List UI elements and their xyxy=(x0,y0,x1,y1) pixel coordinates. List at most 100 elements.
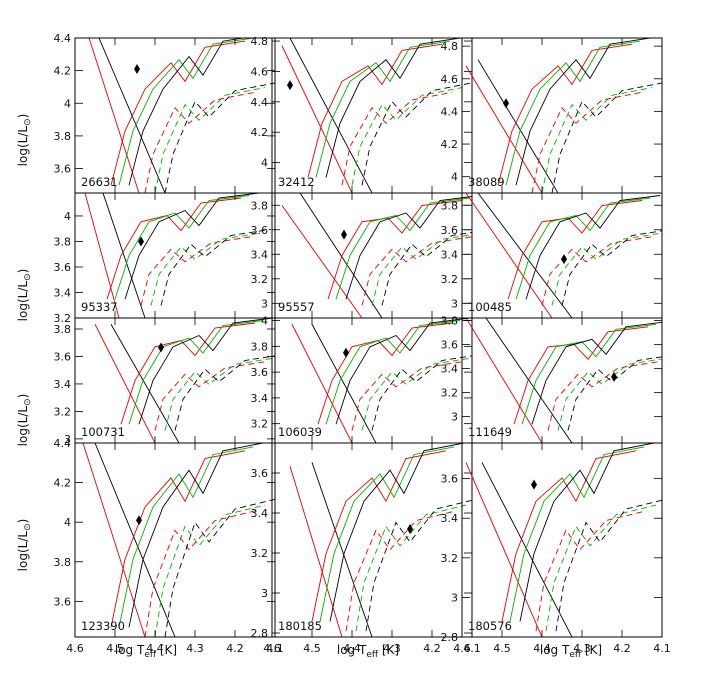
data-point xyxy=(343,347,349,358)
y-tick-label: 3.4 xyxy=(441,512,459,525)
panel-label: 180185 xyxy=(278,619,322,633)
y-tick-label: 3.8 xyxy=(251,199,269,212)
evolution-track-dashed xyxy=(555,499,662,632)
y-tick-label: 3.2 xyxy=(441,387,459,400)
data-point xyxy=(407,524,413,534)
evolution-track xyxy=(501,450,637,622)
evolution-track xyxy=(327,200,463,300)
plot-area xyxy=(465,193,662,318)
y-tick-label: 4.2 xyxy=(54,477,72,490)
y-tick-label: 4 xyxy=(451,171,458,184)
evolution-track xyxy=(311,450,447,622)
x-label-sub: eff xyxy=(569,650,582,660)
y-tick-label: 3.4 xyxy=(54,378,72,391)
y-tick-label: 3.2 xyxy=(54,312,72,325)
panel-32412: 4 4.2 4.4 4.6 4.8 32412 xyxy=(251,35,473,194)
evolution-track-dashed xyxy=(557,358,662,431)
evolution-track-dashed xyxy=(341,91,453,186)
evolution-track-dashed xyxy=(545,504,657,632)
zams-line-red xyxy=(465,318,543,443)
evolution-track xyxy=(515,38,651,186)
evolution-track-dashed xyxy=(561,230,662,306)
evolution-track xyxy=(531,321,662,425)
y-axis-label: log(L/L⊙) xyxy=(16,394,33,447)
plot-area xyxy=(289,443,472,637)
y-tick-label: 2.8 xyxy=(441,631,459,644)
plot-area xyxy=(465,443,662,637)
zams-line-black xyxy=(477,59,559,193)
zams-line-black xyxy=(485,318,573,443)
x-axis-label: log Teff [K] xyxy=(337,643,399,660)
evolution-track-dashed xyxy=(150,232,262,306)
x-tick-label: 4.2 xyxy=(613,642,631,655)
evolution-track xyxy=(319,446,455,622)
panel-123390: 4.6 4.5 4.4 4.3 4.2 4.1 3.6 3.8 4 4.2 4.4 123390 xyxy=(54,437,284,655)
evolution-track xyxy=(505,40,641,186)
evolution-track xyxy=(325,320,461,425)
y-label-close: ) xyxy=(16,269,30,274)
plot-area xyxy=(94,318,275,443)
y-tick-label: 4.2 xyxy=(441,138,459,151)
y-tick-label: 3.2 xyxy=(251,273,269,286)
x-tick-label: 4.1 xyxy=(653,642,671,655)
zams-line-red xyxy=(88,38,140,193)
panel-label: 32412 xyxy=(278,175,315,189)
evolution-track-dashed xyxy=(154,504,266,637)
evolution-track xyxy=(315,40,451,178)
data-point xyxy=(134,64,140,74)
evolution-track xyxy=(509,446,645,622)
panel-label: 100485 xyxy=(468,300,512,314)
panels: 3.6 3.8 4 4.2 4.4 26631 4 4.2 4.4 4.6 4.8 32412 4 4.2… xyxy=(54,32,671,655)
zams-line-black xyxy=(311,462,373,637)
panel-frame xyxy=(271,442,473,638)
y-tick-label: 4 xyxy=(64,97,71,110)
evolution-track-dashed xyxy=(541,87,653,193)
zams-line-red xyxy=(281,45,353,193)
y-tick-label: 4.2 xyxy=(54,65,72,78)
evolution-track-dashed xyxy=(351,87,463,186)
evolution-track-dashed xyxy=(164,498,275,637)
zams-line-black xyxy=(110,324,180,443)
plot-area xyxy=(88,38,275,193)
panel-100485: 3 3.2 3.4 3.6 3.8 100485 xyxy=(441,192,663,319)
plot-area xyxy=(291,318,472,443)
y-tick-label: 3.4 xyxy=(54,286,72,299)
y-tick-label: 3.8 xyxy=(441,314,459,327)
x-tick-label: 4.1 xyxy=(463,642,481,655)
data-point xyxy=(138,236,144,247)
x-axis-label: log Teff [K] xyxy=(540,643,602,660)
y-tick-label: 2.8 xyxy=(251,627,269,640)
y-tick-label: 4.4 xyxy=(54,32,72,45)
evolution-track-dashed xyxy=(541,236,653,306)
evolution-track xyxy=(329,443,465,622)
y-tick-label: 3.6 xyxy=(251,224,269,237)
y-label-sub: ⊙ xyxy=(23,118,33,126)
zams-line-red xyxy=(291,324,353,443)
x-tick-label: 4.3 xyxy=(573,642,591,655)
x-tick-label: 4.6 xyxy=(66,642,84,655)
x-tick-label: 4.5 xyxy=(303,642,321,655)
evolution-track xyxy=(128,320,264,425)
evolution-track xyxy=(114,195,250,300)
zams-line-red xyxy=(94,324,156,443)
plot-area xyxy=(465,318,662,443)
evolution-track-dashed xyxy=(551,82,662,193)
evolution-track xyxy=(515,197,651,300)
y-tick-label: 4.6 xyxy=(251,65,269,78)
plot-area xyxy=(281,38,472,193)
x-tick-label: 4.4 xyxy=(533,642,551,655)
evolution-track-dashed xyxy=(164,357,275,431)
evolution-track-dashed xyxy=(535,510,647,632)
evolution-track xyxy=(345,196,472,300)
zams-line-red xyxy=(465,462,543,637)
zams-line-red xyxy=(82,443,146,637)
y-tick-label: 4.4 xyxy=(251,96,269,109)
evolution-track-dashed xyxy=(365,499,472,632)
y-tick-label: 4 xyxy=(261,315,268,328)
evolution-track xyxy=(118,446,254,628)
y-tick-label: 3.8 xyxy=(54,323,72,336)
y-tick-label: 3 xyxy=(64,433,71,446)
zams-line-red xyxy=(281,205,363,318)
panel-label: 38089 xyxy=(468,175,505,189)
